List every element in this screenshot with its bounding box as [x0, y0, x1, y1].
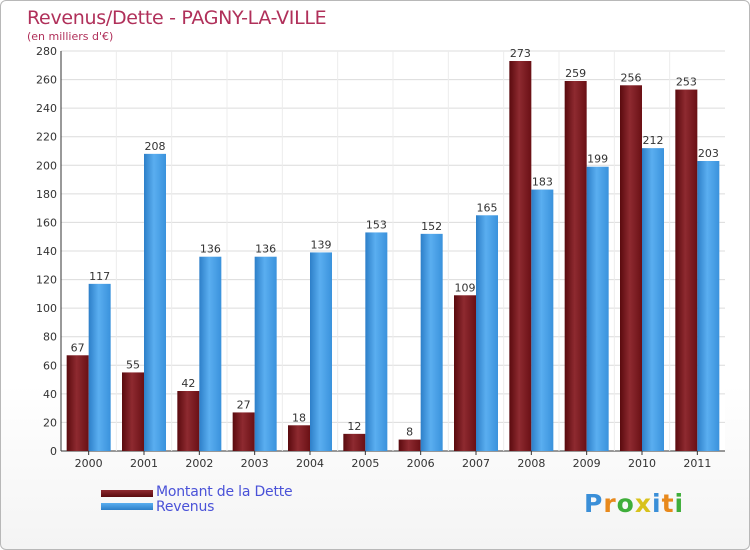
data-label-debt: 273 — [510, 47, 531, 60]
y-tick-label: 200 — [36, 159, 57, 172]
logo-letter: x — [634, 489, 652, 518]
grid-layer — [60, 50, 725, 455]
data-label-debt: 109 — [455, 281, 476, 294]
y-tick-label: 240 — [36, 102, 57, 115]
x-tick-label: 2002 — [185, 457, 213, 470]
logo-letter: i — [674, 489, 685, 518]
y-tick-label: 180 — [36, 188, 57, 201]
x-tick-label: 2010 — [628, 457, 656, 470]
x-tick-label: 2005 — [351, 457, 379, 470]
data-label-debt: 8 — [406, 426, 413, 439]
data-label-revenue: 212 — [643, 134, 664, 147]
bar-debt — [564, 81, 587, 451]
bar-debt — [620, 85, 642, 452]
bar-debt — [343, 433, 366, 451]
bar-revenue — [531, 189, 554, 452]
logo-letter: r — [603, 489, 617, 518]
y-tick-label: 60 — [43, 359, 57, 372]
data-label-revenue: 117 — [89, 270, 110, 283]
bar-debt — [509, 61, 532, 451]
data-label-debt: 253 — [676, 76, 697, 89]
bar-debt — [288, 425, 310, 451]
bar-revenue — [586, 166, 609, 451]
data-label-debt: 12 — [347, 420, 361, 433]
proxiti-logo: Proxiti — [584, 489, 684, 518]
bar-revenue — [254, 256, 277, 451]
legend-label-revenue: Revenus — [156, 499, 215, 515]
legend-label-debt: Montant de la Dette — [156, 484, 293, 500]
logo-letter: i — [652, 489, 662, 518]
x-tick-label: 2006 — [407, 457, 435, 470]
y-tick-label: 220 — [36, 131, 57, 144]
data-label-revenue: 153 — [366, 218, 387, 231]
y-tick-label: 260 — [36, 74, 57, 87]
bar-debt — [675, 89, 698, 452]
bar-revenue — [88, 283, 111, 451]
data-label-revenue: 139 — [311, 238, 332, 251]
y-tick-label: 120 — [36, 274, 57, 287]
data-label-revenue: 136 — [255, 243, 276, 256]
bar-revenue — [420, 233, 443, 451]
bar-revenue — [310, 252, 332, 451]
data-label-debt: 67 — [71, 341, 85, 354]
y-tick-label: 100 — [36, 302, 57, 315]
data-label-revenue: 183 — [532, 176, 553, 189]
bar-debt — [177, 391, 200, 451]
legend-swatch-revenue — [101, 503, 153, 510]
data-label-debt: 256 — [621, 71, 642, 84]
y-tick-label: 140 — [36, 245, 57, 258]
bar-debt — [122, 372, 144, 451]
data-label-debt: 259 — [565, 67, 586, 80]
y-tick-label: 80 — [43, 331, 57, 344]
logo-letter: t — [661, 489, 675, 518]
x-tick-label: 2001 — [130, 457, 158, 470]
data-label-debt: 18 — [292, 411, 306, 424]
y-tick-label: 20 — [43, 416, 57, 429]
data-label-revenue: 199 — [587, 153, 608, 166]
chart-title: Revenus/Dette - PAGNY-LA-VILLE — [27, 7, 327, 29]
x-tick-label: 2004 — [296, 457, 324, 470]
data-label-revenue: 152 — [421, 220, 442, 233]
chart-subtitle: (en milliers d'€) — [27, 30, 114, 43]
x-tick-label: 2007 — [462, 457, 490, 470]
logo-letter: o — [616, 489, 635, 518]
x-tick-label: 2009 — [573, 457, 601, 470]
bar-revenue — [199, 256, 222, 451]
x-tick-label: 2008 — [517, 457, 545, 470]
bar-revenue — [697, 161, 720, 451]
bar-revenue — [476, 215, 498, 451]
x-tick-label: 2000 — [75, 457, 103, 470]
y-tick-label: 0 — [50, 445, 57, 458]
data-label-revenue: 165 — [477, 201, 498, 214]
bar-revenue — [642, 148, 664, 451]
data-label-debt: 55 — [126, 358, 140, 371]
x-tick-label: 2011 — [683, 457, 711, 470]
bar-debt — [232, 412, 255, 451]
y-tick-label: 160 — [36, 216, 57, 229]
data-label-revenue: 136 — [200, 243, 221, 256]
bar-revenue — [365, 232, 388, 451]
y-tick-label: 280 — [36, 45, 57, 58]
data-label-revenue: 203 — [698, 147, 719, 160]
y-tick-label: 40 — [43, 388, 57, 401]
bar-debt — [398, 439, 421, 451]
data-label-revenue: 208 — [145, 140, 166, 153]
legend-swatch-debt — [101, 490, 153, 497]
bar-layer — [66, 61, 720, 452]
x-tick-label: 2003 — [241, 457, 269, 470]
bar-revenue — [144, 153, 166, 451]
bar-debt — [66, 355, 89, 451]
data-label-debt: 42 — [181, 377, 195, 390]
logo-letter: P — [584, 489, 604, 518]
bar-debt — [454, 295, 476, 451]
label-layer: 0 20 40 60 80 100 120 140 160 180 200 220 240 260 280 2… — [36, 45, 719, 470]
data-label-debt: 27 — [237, 398, 251, 411]
